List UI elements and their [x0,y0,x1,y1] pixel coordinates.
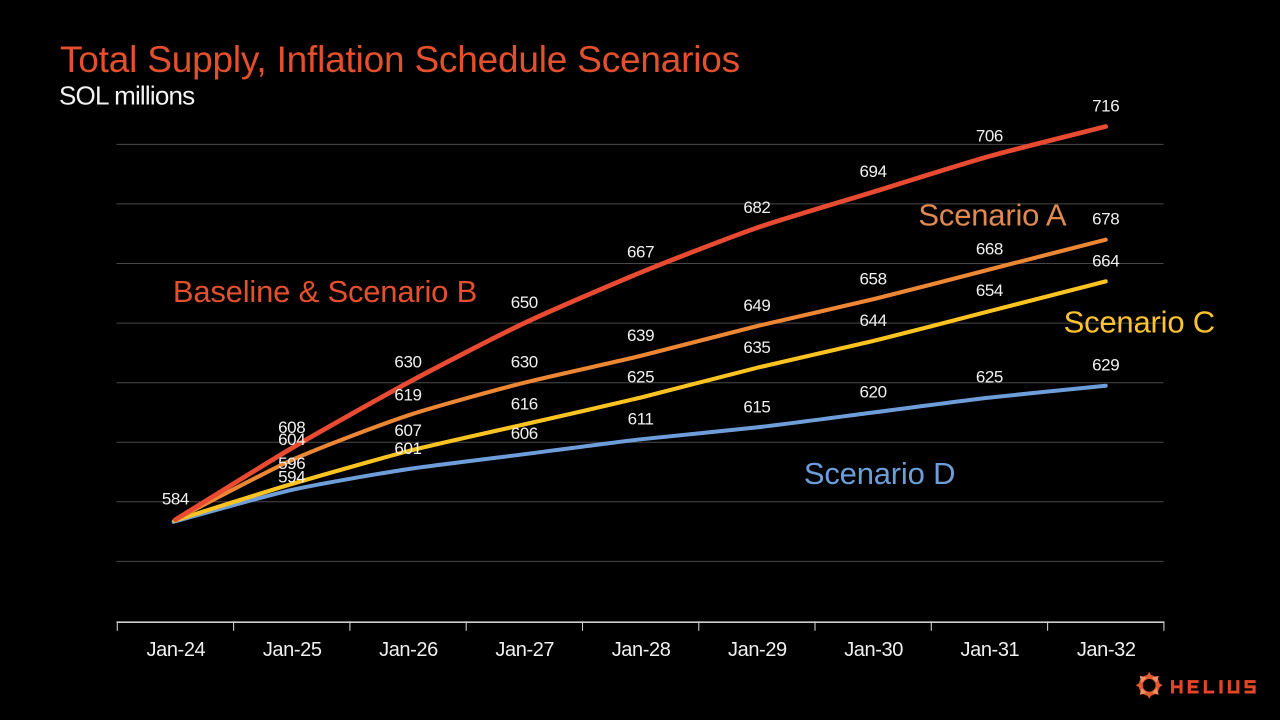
svg-text:604: 604 [278,430,305,449]
svg-text:Jan-32: Jan-32 [1077,639,1136,661]
svg-text:678: 678 [1092,210,1119,229]
svg-text:611: 611 [628,409,654,428]
svg-text:596: 596 [278,454,305,473]
svg-text:625: 625 [976,368,1003,387]
svg-text:615: 615 [743,397,770,416]
svg-text:706: 706 [976,126,1003,145]
svg-text:Scenario A: Scenario A [918,198,1066,233]
svg-text:Jan-26: Jan-26 [379,639,438,661]
svg-text:649: 649 [743,296,770,315]
svg-text:Jan-30: Jan-30 [844,639,903,661]
svg-text:694: 694 [860,162,887,181]
svg-text:601: 601 [394,439,421,458]
svg-text:630: 630 [394,353,421,372]
svg-text:650: 650 [511,293,538,312]
svg-text:Jan-31: Jan-31 [961,639,1020,661]
svg-text:606: 606 [511,424,538,443]
svg-text:619: 619 [394,385,421,404]
svg-text:Jan-28: Jan-28 [612,639,671,661]
svg-text:625: 625 [627,368,654,387]
svg-text:Jan-27: Jan-27 [495,639,554,661]
svg-text:644: 644 [860,311,887,330]
svg-text:607: 607 [394,421,421,440]
svg-text:639: 639 [627,326,654,345]
svg-text:Scenario D: Scenario D [804,456,955,491]
svg-text:716: 716 [1092,97,1119,116]
svg-text:664: 664 [1092,251,1119,270]
svg-text:658: 658 [860,269,887,288]
svg-text:682: 682 [743,198,770,217]
svg-text:584: 584 [162,490,189,509]
svg-text:Scenario C: Scenario C [1064,305,1215,340]
svg-text:Jan-24: Jan-24 [147,639,206,661]
svg-text:Jan-25: Jan-25 [263,639,322,661]
svg-text:635: 635 [743,338,770,357]
svg-text:Baseline & Scenario B: Baseline & Scenario B [173,274,477,309]
svg-text:Jan-29: Jan-29 [728,639,787,661]
svg-text:629: 629 [1092,356,1119,375]
svg-text:654: 654 [976,281,1003,300]
svg-text:668: 668 [976,240,1003,259]
svg-text:Total Supply, Inflation Schedu: Total Supply, Inflation Schedule Scenari… [60,39,740,80]
svg-text:594: 594 [278,468,305,487]
svg-text:667: 667 [627,243,654,262]
svg-text:SOL millions: SOL millions [59,81,195,111]
svg-text:608: 608 [278,418,305,437]
svg-text:616: 616 [511,394,538,413]
svg-text:620: 620 [860,383,887,402]
svg-text:630: 630 [511,353,538,372]
